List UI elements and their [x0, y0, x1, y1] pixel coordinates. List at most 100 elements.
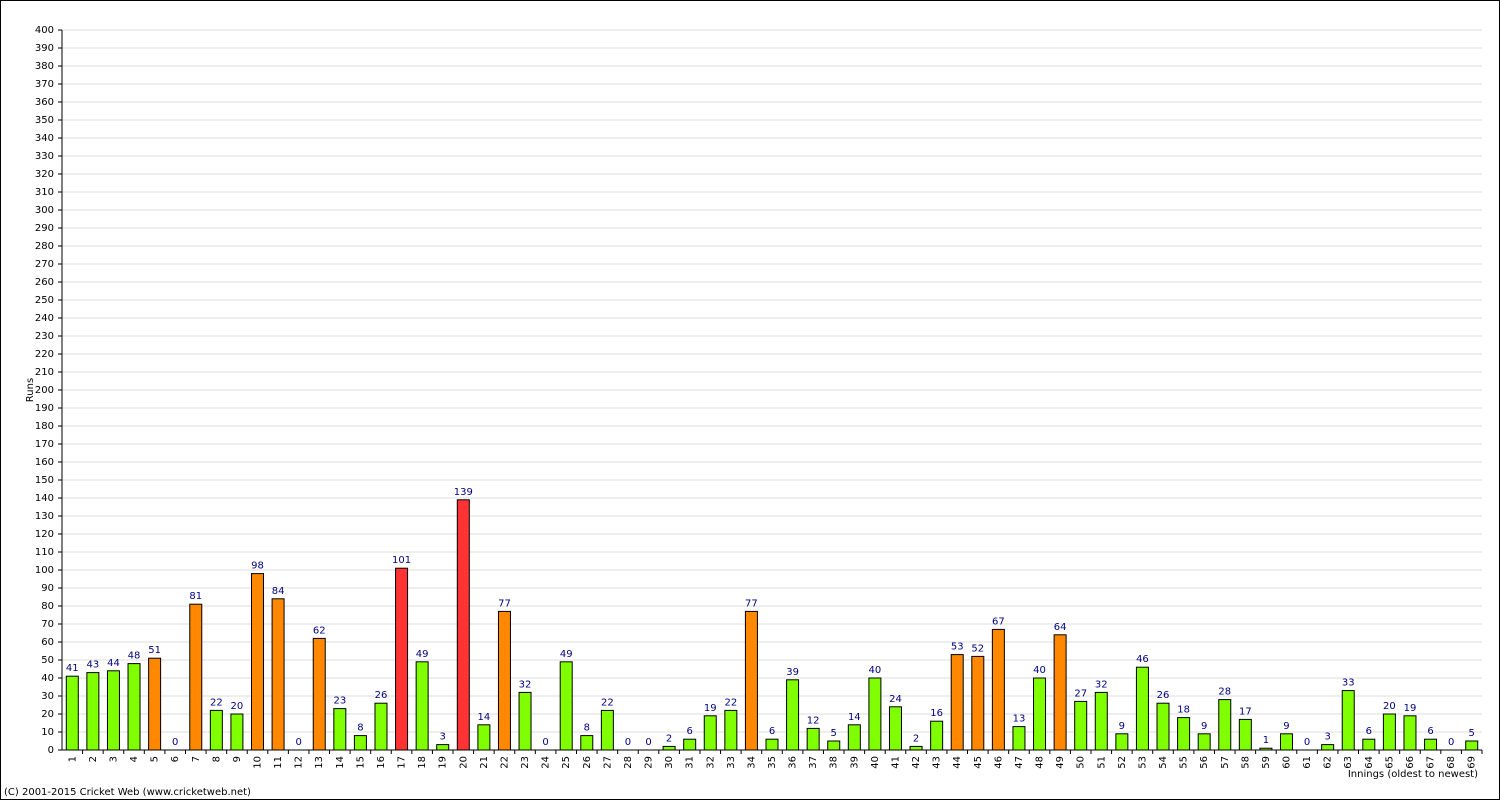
x-tick-label: 66: [1405, 756, 1416, 769]
bar: [106, 670, 120, 751]
x-tick-label: 34: [746, 756, 757, 769]
y-tick-label: 240: [35, 313, 54, 324]
value-label: 51: [148, 645, 161, 656]
value-label: 0: [1304, 737, 1310, 748]
y-tick-label: 30: [41, 691, 54, 702]
bar: [868, 677, 882, 751]
value-label: 12: [807, 715, 820, 726]
bar: [1033, 677, 1047, 751]
bar: [497, 610, 511, 751]
value-label: 98: [251, 561, 264, 572]
y-tick-label: 60: [41, 637, 54, 648]
x-tick-label: 35: [767, 756, 778, 769]
value-label: 24: [889, 694, 902, 705]
x-tick-label: 46: [993, 756, 1004, 769]
x-tick-label: 24: [541, 756, 552, 769]
bar: [148, 657, 162, 751]
x-tick-label: 42: [911, 756, 922, 769]
value-label: 32: [519, 679, 532, 690]
value-label: 40: [869, 665, 882, 676]
bar: [786, 679, 800, 751]
value-label: 0: [172, 737, 178, 748]
bar: [600, 709, 614, 751]
x-tick-label: 19: [438, 756, 449, 769]
x-tick-label: 64: [1364, 756, 1375, 769]
bar: [456, 499, 470, 751]
value-label: 32: [1095, 679, 1108, 690]
x-tick-label: 49: [1055, 756, 1066, 769]
value-label: 62: [313, 625, 326, 636]
bar: [1177, 717, 1191, 751]
y-tick-label: 0: [48, 745, 54, 756]
bar: [1321, 744, 1335, 751]
value-label: 49: [416, 649, 429, 660]
x-tick-label: 10: [253, 756, 264, 769]
y-tick-label: 300: [35, 205, 54, 216]
bar: [1238, 718, 1252, 751]
y-tick-label: 380: [35, 61, 54, 72]
value-label: 0: [645, 737, 651, 748]
x-tick-label: 2: [88, 756, 99, 762]
x-tick-label: 53: [1137, 756, 1148, 769]
bar: [1465, 740, 1479, 751]
value-label: 6: [1427, 726, 1433, 737]
bar: [683, 738, 697, 751]
y-tick-label: 360: [35, 97, 54, 108]
x-tick-label: 38: [829, 756, 840, 769]
x-tick-label: 39: [849, 756, 860, 769]
value-label: 43: [87, 660, 100, 671]
value-label: 101: [392, 555, 411, 566]
x-tick-label: 47: [1014, 756, 1025, 769]
bar: [827, 740, 841, 751]
bar: [1012, 726, 1026, 751]
value-label: 17: [1239, 706, 1252, 717]
value-label: 22: [210, 697, 223, 708]
x-tick-label: 52: [1117, 756, 1128, 769]
x-tick-label: 43: [932, 756, 943, 769]
bar: [991, 628, 1005, 751]
value-label: 23: [333, 696, 346, 707]
value-label: 6: [1366, 726, 1372, 737]
x-tick-label: 40: [870, 756, 881, 769]
bar: [1382, 713, 1396, 751]
value-label: 6: [686, 726, 692, 737]
x-tick-label: 45: [973, 756, 984, 769]
bar: [1197, 733, 1211, 751]
bar: [909, 745, 923, 751]
y-tick-label: 80: [41, 601, 54, 612]
y-tick-label: 200: [35, 385, 54, 396]
y-axis-label: Runs: [25, 378, 36, 402]
x-tick-label: 20: [458, 756, 469, 769]
bar: [724, 709, 738, 751]
value-label: 20: [231, 701, 244, 712]
y-tick-label: 270: [35, 259, 54, 270]
value-label: 19: [1404, 703, 1417, 714]
bar: [1403, 715, 1417, 751]
value-label: 46: [1136, 654, 1149, 665]
value-label: 0: [1448, 737, 1454, 748]
value-label: 5: [831, 728, 837, 739]
x-tick-label: 56: [1199, 756, 1210, 769]
x-tick-label: 13: [314, 756, 325, 769]
value-label: 2: [666, 733, 672, 744]
bar: [271, 598, 285, 751]
y-tick-label: 350: [35, 115, 54, 126]
bar: [847, 724, 861, 751]
x-tick-label: 21: [479, 756, 490, 769]
bar: [477, 724, 491, 751]
y-tick-label: 160: [35, 457, 54, 468]
x-tick-label: 22: [499, 756, 510, 769]
x-tick-label: 67: [1426, 756, 1437, 769]
x-tick-label: 62: [1323, 756, 1334, 769]
x-tick-label: 58: [1240, 756, 1251, 769]
value-label: 81: [189, 591, 202, 602]
x-tick-label: 3: [108, 756, 119, 762]
value-label: 14: [848, 712, 861, 723]
value-label: 5: [1469, 728, 1475, 739]
bar: [333, 708, 347, 751]
x-tick-label: 6: [170, 756, 181, 762]
bar: [580, 735, 594, 751]
y-tick-label: 150: [35, 475, 54, 486]
x-tick-label: 12: [294, 756, 305, 769]
x-tick-label: 32: [705, 756, 716, 769]
